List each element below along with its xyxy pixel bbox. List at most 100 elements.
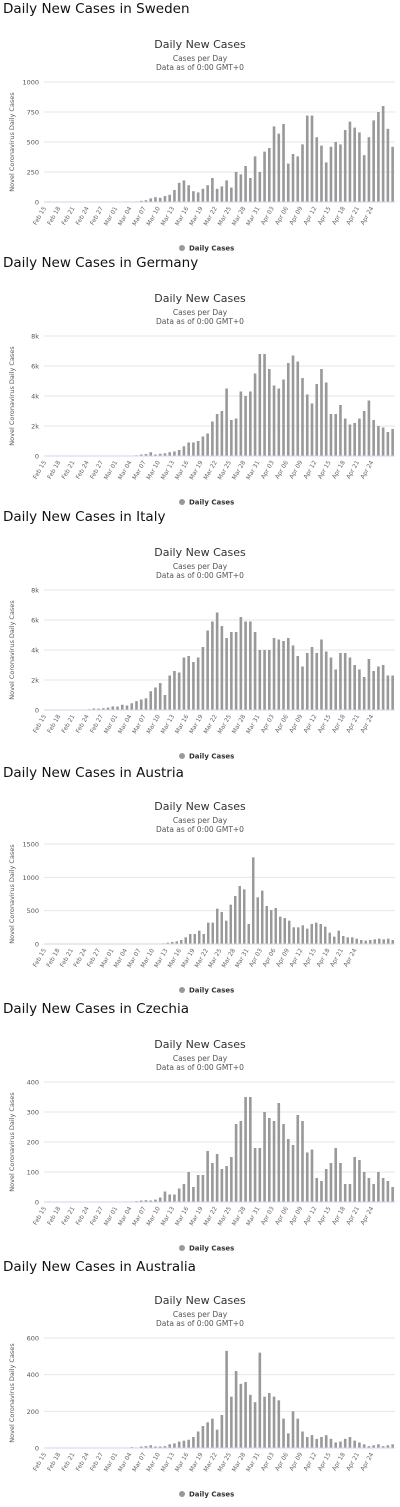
bar[interactable] bbox=[177, 182, 181, 202]
bar[interactable] bbox=[286, 1139, 290, 1202]
bar[interactable] bbox=[386, 1181, 390, 1202]
bar[interactable] bbox=[139, 454, 143, 457]
bar[interactable] bbox=[358, 1442, 361, 1449]
bar[interactable] bbox=[315, 137, 319, 202]
legend-marker[interactable] bbox=[179, 987, 185, 993]
bar[interactable] bbox=[381, 106, 385, 202]
bar[interactable] bbox=[364, 940, 367, 944]
bar[interactable] bbox=[144, 698, 148, 710]
bar[interactable] bbox=[353, 1157, 356, 1202]
bar[interactable] bbox=[320, 369, 323, 456]
bar[interactable] bbox=[348, 424, 352, 457]
bar[interactable] bbox=[297, 927, 300, 944]
bar[interactable] bbox=[372, 671, 375, 710]
bar[interactable] bbox=[253, 373, 257, 457]
bar[interactable] bbox=[353, 423, 356, 456]
bar[interactable] bbox=[111, 706, 115, 710]
bar[interactable] bbox=[315, 1178, 319, 1202]
bar[interactable] bbox=[343, 418, 347, 457]
bar[interactable] bbox=[301, 1431, 304, 1449]
bar[interactable] bbox=[267, 1118, 271, 1202]
bar[interactable] bbox=[211, 1163, 214, 1202]
bar[interactable] bbox=[225, 638, 228, 710]
bar[interactable] bbox=[168, 1444, 172, 1448]
bar[interactable] bbox=[362, 677, 366, 710]
bar[interactable] bbox=[154, 454, 157, 457]
bar[interactable] bbox=[391, 1444, 394, 1448]
bar[interactable] bbox=[286, 638, 290, 710]
bar[interactable] bbox=[249, 178, 252, 202]
bar[interactable] bbox=[339, 1163, 342, 1202]
bar[interactable] bbox=[206, 433, 209, 457]
bar[interactable] bbox=[296, 1115, 300, 1202]
legend-marker[interactable] bbox=[179, 499, 185, 505]
bar[interactable] bbox=[163, 1446, 167, 1448]
bar[interactable] bbox=[282, 641, 285, 710]
bar[interactable] bbox=[158, 683, 162, 710]
bar[interactable] bbox=[310, 1435, 314, 1448]
bar[interactable] bbox=[381, 1178, 385, 1202]
bar[interactable] bbox=[220, 626, 224, 710]
bar[interactable] bbox=[234, 1371, 238, 1448]
bar[interactable] bbox=[171, 942, 174, 944]
bar[interactable] bbox=[211, 421, 214, 457]
bar[interactable] bbox=[189, 934, 192, 944]
bar[interactable] bbox=[187, 442, 190, 457]
bar[interactable] bbox=[211, 178, 214, 202]
bar[interactable] bbox=[324, 162, 328, 202]
bar[interactable] bbox=[220, 186, 224, 202]
bar[interactable] bbox=[202, 934, 205, 944]
bar[interactable] bbox=[201, 436, 205, 457]
bar[interactable] bbox=[329, 146, 333, 202]
bar[interactable] bbox=[154, 1199, 157, 1202]
bar[interactable] bbox=[339, 144, 342, 202]
legend-marker[interactable] bbox=[179, 1491, 185, 1497]
bar[interactable] bbox=[125, 705, 129, 711]
bar[interactable] bbox=[372, 1445, 375, 1448]
bar[interactable] bbox=[234, 418, 238, 457]
bar[interactable] bbox=[342, 936, 345, 944]
bar[interactable] bbox=[215, 612, 219, 711]
bar[interactable] bbox=[277, 388, 281, 457]
bar[interactable] bbox=[182, 1184, 186, 1202]
bar[interactable] bbox=[192, 662, 195, 710]
bar[interactable] bbox=[310, 115, 314, 202]
bar[interactable] bbox=[158, 197, 162, 202]
bar[interactable] bbox=[206, 1422, 209, 1448]
bar[interactable] bbox=[243, 889, 246, 944]
bar[interactable] bbox=[270, 910, 273, 944]
bar[interactable] bbox=[315, 1438, 319, 1448]
bar[interactable] bbox=[286, 1433, 290, 1448]
bar[interactable] bbox=[362, 155, 366, 202]
bar[interactable] bbox=[320, 1437, 323, 1448]
bar[interactable] bbox=[230, 1157, 233, 1202]
bar[interactable] bbox=[247, 924, 250, 944]
bar[interactable] bbox=[329, 1438, 333, 1448]
bar[interactable] bbox=[215, 1429, 219, 1448]
bar[interactable] bbox=[215, 188, 219, 202]
bar[interactable] bbox=[234, 1124, 238, 1202]
bar[interactable] bbox=[367, 1178, 371, 1202]
bar[interactable] bbox=[386, 128, 390, 202]
bar[interactable] bbox=[367, 400, 371, 457]
bar[interactable] bbox=[372, 1184, 375, 1202]
bar[interactable] bbox=[296, 361, 300, 457]
bar[interactable] bbox=[253, 156, 257, 202]
bar[interactable] bbox=[201, 1175, 205, 1202]
bar[interactable] bbox=[177, 1441, 181, 1448]
bar[interactable] bbox=[253, 1148, 257, 1202]
bar[interactable] bbox=[274, 908, 277, 944]
bar[interactable] bbox=[258, 354, 262, 456]
bar[interactable] bbox=[206, 1151, 209, 1202]
bar[interactable] bbox=[291, 154, 295, 202]
bar[interactable] bbox=[201, 188, 205, 202]
bar[interactable] bbox=[234, 172, 238, 202]
bar[interactable] bbox=[173, 190, 176, 202]
bar[interactable] bbox=[305, 394, 309, 457]
bar[interactable] bbox=[272, 126, 276, 202]
bar[interactable] bbox=[333, 936, 336, 944]
bar[interactable] bbox=[282, 124, 285, 202]
bar[interactable] bbox=[386, 1445, 390, 1448]
bar[interactable] bbox=[343, 653, 347, 710]
bar[interactable] bbox=[154, 1446, 157, 1448]
